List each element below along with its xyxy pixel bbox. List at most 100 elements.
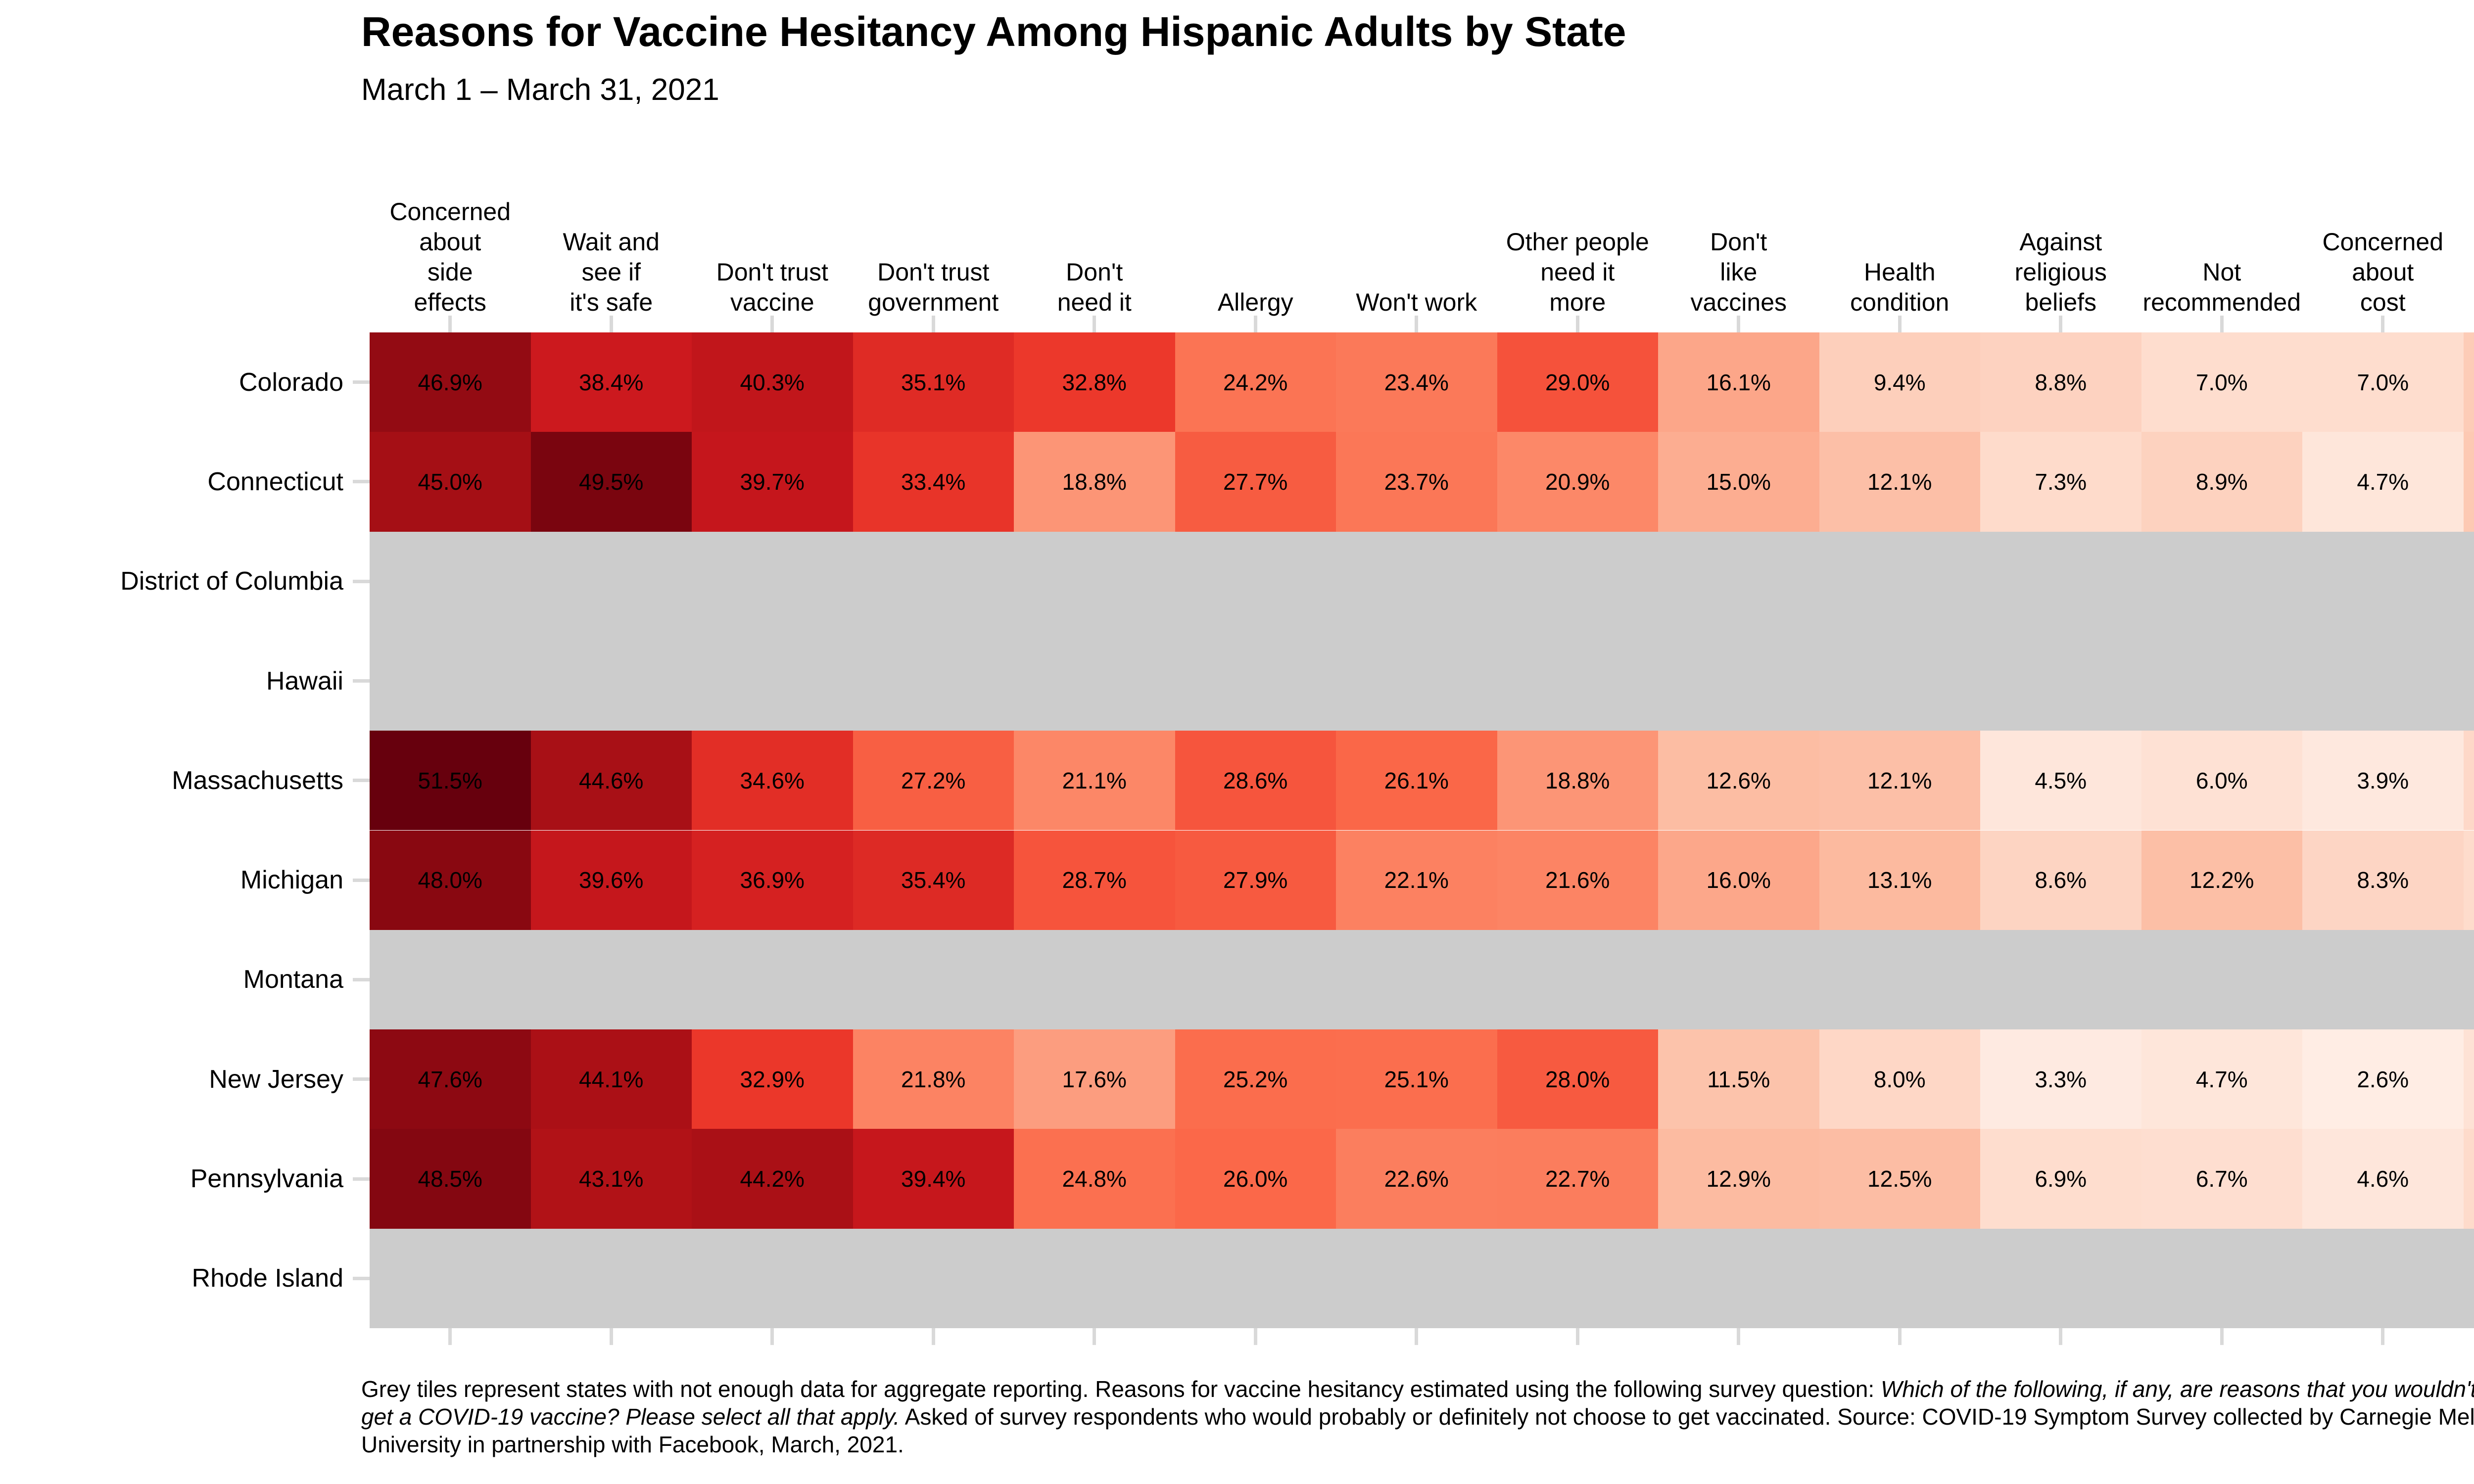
- heatmap-cell: 49.5%: [530, 432, 692, 532]
- y-axis-tick-left: [353, 579, 370, 583]
- column-header: Concerned about side effects: [340, 197, 561, 318]
- heatmap-cell: 27.7%: [1175, 432, 1336, 532]
- heatmap-cell: 34.6%: [692, 731, 853, 831]
- column-header-line: Don't: [1710, 228, 1767, 256]
- heatmap-cell: 15.0%: [1658, 432, 1819, 532]
- heatmap-cell: 48.0%: [370, 830, 531, 930]
- heatmap-cell: 8.6%: [1980, 830, 2141, 930]
- column-header-line: effects: [414, 288, 486, 316]
- heatmap-cell: 39.4%: [853, 1129, 1014, 1229]
- column-header-line: Wait and: [563, 228, 660, 256]
- heatmap-cell: 22.7%: [1497, 1129, 1658, 1229]
- heatmap-cell: 39.6%: [530, 830, 692, 930]
- heatmap-cell: 7.8%: [2463, 731, 2474, 831]
- x-axis-tick-top: [448, 316, 452, 332]
- x-axis-tick-top: [1737, 316, 1741, 332]
- heatmap-cell: 24.2%: [1175, 332, 1336, 432]
- column-header-line: Against: [2019, 228, 2102, 256]
- heatmap-cell: 32.8%: [1014, 332, 1175, 432]
- heatmap-cell: 45.0%: [370, 432, 531, 532]
- heatmap-cell: 29.0%: [1497, 332, 1658, 432]
- heatmap-cell: 24.8%: [1014, 1129, 1175, 1229]
- heatmap-cell: 21.6%: [1497, 830, 1658, 930]
- heatmap-cell: 44.2%: [692, 1129, 853, 1229]
- column-header-line: about: [2352, 258, 2414, 286]
- x-axis-tick-bottom: [2220, 1328, 2224, 1345]
- heatmap-cell: 7.0%: [2302, 332, 2464, 432]
- row-label: Connecticut: [207, 467, 343, 496]
- heatmap-cell: 3.3%: [1980, 1029, 2141, 1129]
- column-header-line: Don't trust: [877, 258, 990, 286]
- heatmap-cell: 16.1%: [1658, 332, 1819, 432]
- x-axis-tick-top: [2220, 316, 2224, 332]
- column-header: Don't need it: [984, 257, 1205, 318]
- heatmap-cell: 8.9%: [2141, 432, 2302, 532]
- column-header-line: beliefs: [2025, 288, 2097, 316]
- heatmap-cell: 11.5%: [1658, 1029, 1819, 1129]
- x-axis-tick-top: [1898, 316, 1902, 332]
- heatmap-cell: 21.8%: [853, 1029, 1014, 1129]
- x-axis-tick-top: [1575, 316, 1579, 332]
- column-header: Don't trust vaccine: [662, 257, 883, 318]
- caption-text-trail: Asked of survey respondents who would pr…: [361, 1404, 2474, 1457]
- column-header: Other people need it more: [1468, 227, 1688, 318]
- heatmap-cell: 7.3%: [1980, 432, 2141, 532]
- column-header: Concerned about cost: [2273, 227, 2474, 318]
- x-axis-tick-top: [1415, 316, 1419, 332]
- na-row-band: [370, 929, 2474, 1030]
- column-header-line: Don't: [1066, 258, 1123, 286]
- x-axis-tick-bottom: [1093, 1328, 1096, 1345]
- heatmap-cell: 39.7%: [692, 432, 853, 532]
- y-axis-tick-left: [353, 1276, 370, 1280]
- x-axis-tick-bottom: [931, 1328, 935, 1345]
- heatmap-cell: 48.5%: [370, 1129, 531, 1229]
- y-axis-tick-left: [353, 679, 370, 683]
- x-axis-tick-top: [2381, 316, 2385, 332]
- heatmap-cell: 38.4%: [530, 332, 692, 432]
- column-header-line: cost: [2360, 288, 2406, 316]
- heatmap-cell: 8.3%: [2302, 830, 2464, 930]
- column-header-line: more: [1549, 288, 1606, 316]
- heatmap-cell: 18.8%: [1014, 432, 1175, 532]
- heatmap-cell: 26.1%: [1336, 731, 1497, 831]
- x-axis-tick-bottom: [1898, 1328, 1902, 1345]
- column-header-line: vaccine: [730, 288, 814, 316]
- heatmap-cell: 43.1%: [530, 1129, 692, 1229]
- y-axis-tick-left: [353, 977, 370, 981]
- heatmap-cell: 10.5%: [2463, 432, 2474, 532]
- heatmap-cell: 32.9%: [692, 1029, 853, 1129]
- heatmap-cell: 8.8%: [1980, 332, 2141, 432]
- heatmap-cell: 16.0%: [1658, 830, 1819, 930]
- heatmap-cell: 17.6%: [1014, 1029, 1175, 1129]
- column-header-line: vaccines: [1690, 288, 1787, 316]
- column-header: Pregnancy: [2434, 287, 2474, 318]
- column-header: Not recommended: [2112, 257, 2332, 318]
- row-label: Montana: [243, 965, 343, 994]
- column-header-line: see if: [581, 258, 641, 286]
- x-axis-tick-bottom: [2059, 1328, 2063, 1345]
- caption: Grey tiles represent states with not eno…: [361, 1375, 2474, 1458]
- na-row-band: [370, 531, 2474, 631]
- heatmap-cell: 51.5%: [370, 731, 531, 831]
- column-header-line: side: [427, 258, 473, 286]
- column-header-line: Other people: [1506, 228, 1649, 256]
- column-header-line: need it: [1057, 288, 1132, 316]
- heatmap-cell: 7.2%: [2463, 830, 2474, 930]
- heatmap-cell: 25.1%: [1336, 1029, 1497, 1129]
- y-axis-tick-left: [353, 1077, 370, 1081]
- column-header-line: Pregnancy: [2434, 287, 2474, 318]
- heatmap-cell: 2.6%: [2302, 1029, 2464, 1129]
- caption-survey-question-italic: Which of the following, if any, are reas…: [361, 1376, 2474, 1430]
- heatmap-cell: 10.0%: [2463, 332, 2474, 432]
- x-axis-tick-top: [931, 316, 935, 332]
- x-axis-tick-bottom: [448, 1328, 452, 1345]
- column-header-line: Concerned: [389, 198, 511, 226]
- column-header-line: Not: [2202, 258, 2241, 286]
- heatmap-cell: 22.6%: [1336, 1129, 1497, 1229]
- heatmap-cell: 26.0%: [1175, 1129, 1336, 1229]
- row-label: Pennsylvania: [190, 1164, 343, 1194]
- heatmap-cell: 20.9%: [1497, 432, 1658, 532]
- heatmap-cell: 12.2%: [2141, 830, 2302, 930]
- heatmap-cell: 12.9%: [1658, 1129, 1819, 1229]
- heatmap-cell: 7.3%: [2463, 1129, 2474, 1229]
